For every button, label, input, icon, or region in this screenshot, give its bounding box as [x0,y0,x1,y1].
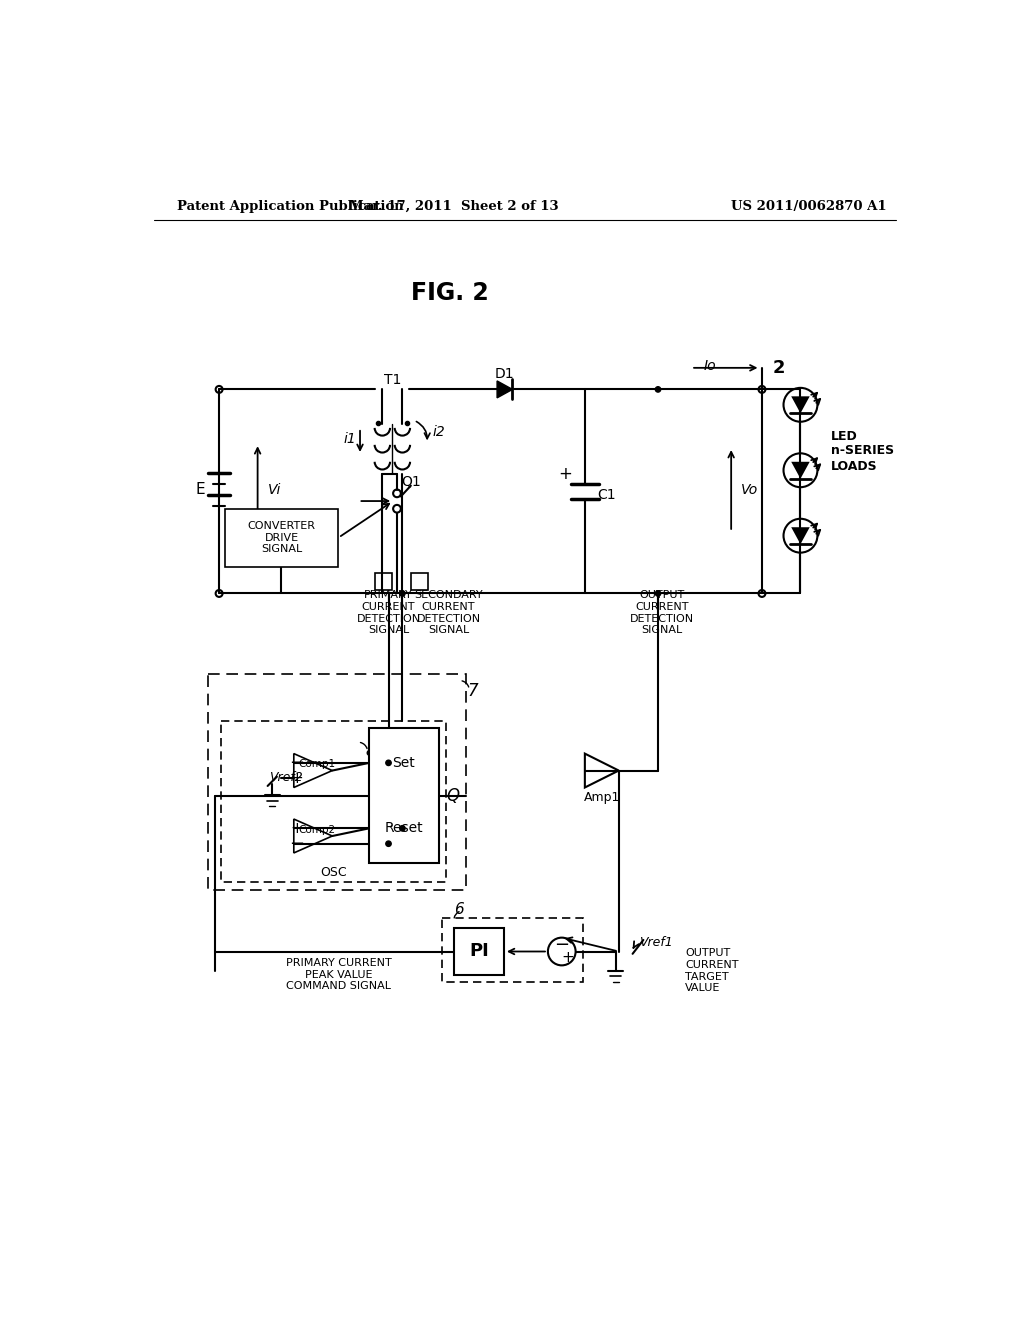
Circle shape [386,841,391,846]
Polygon shape [792,462,810,479]
Text: OSC: OSC [321,866,347,879]
Text: PI: PI [469,942,488,961]
Text: −: − [290,754,304,772]
Text: OUTPUT
CURRENT
DETECTION
SIGNAL: OUTPUT CURRENT DETECTION SIGNAL [630,590,694,635]
Text: Vi: Vi [267,483,281,496]
Text: Comp2: Comp2 [298,825,336,834]
Text: E: E [195,482,205,498]
Text: CONVERTER
DRIVE
SIGNAL: CONVERTER DRIVE SIGNAL [248,521,315,554]
Circle shape [655,591,660,597]
Text: SECONDARY
CURRENT
DETECTION
SIGNAL: SECONDARY CURRENT DETECTION SIGNAL [415,590,483,635]
Text: i1: i1 [344,433,356,446]
Text: Q1: Q1 [401,475,421,488]
Text: LED
n-SERIES
LOADS: LED n-SERIES LOADS [831,429,894,473]
Text: 8: 8 [366,743,375,759]
Text: Vref1: Vref1 [639,936,673,949]
Text: PRIMARY
CURRENT
DETECTION
SIGNAL: PRIMARY CURRENT DETECTION SIGNAL [356,590,421,635]
Text: +: + [561,950,574,965]
Text: Amp1: Amp1 [584,791,620,804]
Text: Io: Io [703,359,716,374]
Text: Vref2: Vref2 [269,771,303,784]
Text: Vo: Vo [741,483,759,496]
Text: +: + [291,821,303,836]
Circle shape [399,591,406,597]
Text: D1: D1 [495,367,515,381]
Text: OUTPUT
CURRENT
TARGET
VALUE: OUTPUT CURRENT TARGET VALUE [685,948,738,993]
Text: 7: 7 [467,682,477,700]
Text: Comp1: Comp1 [298,759,336,770]
Text: FIG. 2: FIG. 2 [412,281,489,305]
FancyBboxPatch shape [370,729,438,863]
Text: +: + [291,771,303,785]
Text: 2: 2 [773,359,785,376]
Text: +: + [559,466,572,483]
Text: C1: C1 [597,488,615,503]
Text: Reset: Reset [385,821,423,836]
Text: Mar. 17, 2011  Sheet 2 of 13: Mar. 17, 2011 Sheet 2 of 13 [349,199,559,213]
Text: Patent Application Publication: Patent Application Publication [177,199,403,213]
Text: −: − [290,834,304,853]
Polygon shape [792,527,810,544]
Circle shape [386,760,391,766]
Polygon shape [497,381,512,397]
Text: US 2011/0062870 A1: US 2011/0062870 A1 [731,199,887,213]
Text: −: − [554,936,569,954]
Text: i2: i2 [432,425,445,438]
Text: 6: 6 [455,902,464,916]
Circle shape [399,825,406,832]
FancyBboxPatch shape [454,928,504,974]
Text: PRIMARY CURRENT
PEAK VALUE
COMMAND SIGNAL: PRIMARY CURRENT PEAK VALUE COMMAND SIGNA… [286,958,391,991]
Text: Set: Set [392,756,416,770]
Polygon shape [792,396,810,413]
FancyBboxPatch shape [224,508,339,566]
Text: Q: Q [446,787,460,805]
Circle shape [655,387,660,392]
Text: T1: T1 [384,374,401,387]
